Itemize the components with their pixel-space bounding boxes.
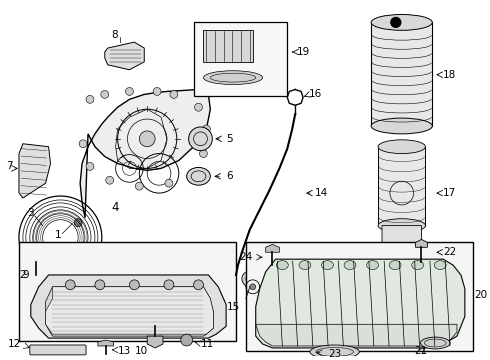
Text: 22: 22: [443, 247, 456, 257]
Text: 21: 21: [414, 346, 427, 356]
Polygon shape: [416, 239, 427, 247]
FancyBboxPatch shape: [378, 147, 425, 226]
Ellipse shape: [371, 118, 432, 134]
Ellipse shape: [321, 261, 333, 270]
Circle shape: [101, 90, 109, 98]
FancyBboxPatch shape: [203, 30, 253, 62]
Circle shape: [199, 150, 207, 158]
Circle shape: [74, 219, 82, 226]
FancyBboxPatch shape: [246, 242, 473, 351]
Polygon shape: [46, 287, 213, 336]
Ellipse shape: [389, 261, 401, 270]
Text: 18: 18: [443, 70, 456, 80]
Text: 7: 7: [6, 161, 12, 171]
Circle shape: [181, 334, 193, 346]
Text: 10: 10: [135, 346, 148, 356]
Text: 24: 24: [240, 252, 253, 262]
Polygon shape: [80, 90, 210, 218]
Polygon shape: [382, 226, 421, 265]
Polygon shape: [19, 144, 50, 198]
Text: 1: 1: [55, 230, 62, 240]
Polygon shape: [31, 275, 226, 338]
Circle shape: [250, 284, 256, 290]
Circle shape: [391, 18, 401, 27]
Text: 23: 23: [328, 349, 341, 359]
Polygon shape: [105, 42, 144, 70]
Circle shape: [139, 131, 155, 147]
Circle shape: [170, 90, 178, 98]
Circle shape: [125, 87, 133, 95]
Circle shape: [65, 280, 75, 290]
FancyBboxPatch shape: [371, 22, 432, 126]
Circle shape: [242, 271, 258, 287]
Text: 11: 11: [200, 339, 214, 349]
Circle shape: [86, 95, 94, 103]
Circle shape: [164, 280, 174, 290]
Polygon shape: [31, 255, 41, 262]
Circle shape: [129, 280, 139, 290]
Text: 17: 17: [443, 188, 456, 198]
Text: 19: 19: [297, 47, 310, 57]
Ellipse shape: [276, 261, 288, 270]
FancyBboxPatch shape: [30, 345, 86, 355]
Polygon shape: [98, 340, 114, 346]
Text: 3: 3: [27, 208, 34, 218]
Circle shape: [190, 170, 197, 177]
Text: 12: 12: [8, 339, 21, 349]
Polygon shape: [147, 336, 163, 348]
Text: 15: 15: [226, 302, 240, 311]
Text: 9: 9: [23, 270, 29, 280]
Text: 2: 2: [20, 270, 26, 280]
Text: 6: 6: [226, 171, 233, 181]
Circle shape: [79, 140, 87, 148]
FancyBboxPatch shape: [194, 22, 287, 96]
Text: 14: 14: [315, 188, 328, 198]
Ellipse shape: [187, 167, 210, 185]
Ellipse shape: [434, 261, 446, 270]
Ellipse shape: [203, 71, 263, 85]
Circle shape: [195, 103, 202, 111]
Text: 8: 8: [111, 30, 118, 40]
Polygon shape: [256, 259, 465, 348]
Circle shape: [153, 87, 161, 95]
Polygon shape: [256, 324, 457, 346]
Polygon shape: [266, 244, 279, 252]
Ellipse shape: [420, 337, 450, 349]
Text: 13: 13: [118, 346, 131, 356]
Ellipse shape: [412, 261, 423, 270]
Circle shape: [189, 127, 212, 150]
Circle shape: [86, 162, 94, 170]
Ellipse shape: [310, 345, 359, 359]
Circle shape: [95, 280, 105, 290]
Ellipse shape: [367, 261, 378, 270]
Polygon shape: [46, 287, 213, 334]
Text: 4: 4: [111, 201, 119, 214]
Ellipse shape: [371, 14, 432, 30]
Circle shape: [194, 280, 203, 290]
Text: 20: 20: [475, 290, 488, 300]
Circle shape: [202, 125, 210, 133]
Text: 5: 5: [226, 134, 233, 144]
Ellipse shape: [299, 261, 311, 270]
Circle shape: [165, 179, 173, 187]
Ellipse shape: [344, 261, 356, 270]
Ellipse shape: [378, 219, 425, 233]
Text: 16: 16: [309, 89, 322, 99]
Circle shape: [106, 176, 114, 184]
FancyBboxPatch shape: [19, 242, 236, 341]
Ellipse shape: [378, 140, 425, 154]
Circle shape: [135, 182, 143, 190]
